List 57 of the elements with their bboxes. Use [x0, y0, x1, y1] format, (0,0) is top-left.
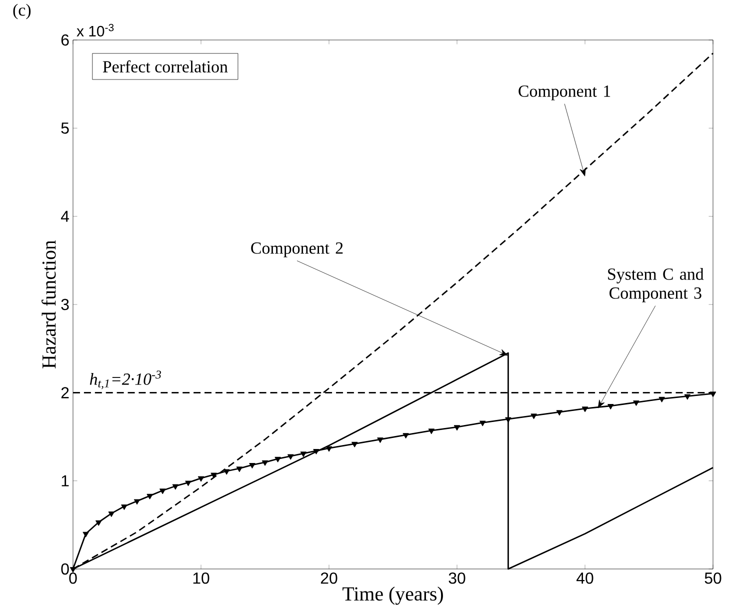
- point: [530, 414, 537, 420]
- point: [210, 472, 217, 478]
- point: [82, 532, 89, 538]
- y-axis-title: Hazard function: [42, 240, 56, 368]
- ref-line-label: h$_{t,1}$=2·10$^{-3}$: [90, 370, 162, 390]
- y-tick-label: 1: [62, 475, 69, 486]
- point: [249, 463, 256, 468]
- point: [172, 484, 178, 490]
- point: [402, 433, 409, 438]
- annotation: Perfect correlation: [102, 60, 228, 73]
- annotation: System C and Component 3: [608, 268, 704, 302]
- point: [658, 396, 665, 402]
- point: [352, 442, 358, 448]
- annotation: Component 2: [251, 242, 343, 258]
- point: [480, 420, 486, 426]
- x-tick-label: 40: [576, 572, 594, 584]
- point: [198, 476, 204, 482]
- x-tick-label: 0: [69, 572, 77, 584]
- point: [96, 520, 102, 526]
- point: [236, 466, 242, 472]
- point: [134, 499, 140, 505]
- point: [710, 392, 716, 398]
- point: [185, 480, 192, 486]
- point: [454, 425, 460, 431]
- point: [505, 417, 512, 423]
- y-tick-label: 0: [61, 563, 69, 575]
- point: [146, 494, 153, 500]
- point: [684, 394, 690, 400]
- y-tick-label: 2: [61, 387, 69, 398]
- point: [326, 446, 332, 452]
- point: [608, 404, 614, 410]
- text: x 10$^{-3}$: [76, 24, 114, 36]
- point: [556, 410, 562, 416]
- y-tick-label: 6: [61, 34, 69, 46]
- x-tick-label: 50: [704, 572, 722, 584]
- point: [377, 437, 384, 443]
- annotation: Component 1: [518, 85, 610, 100]
- x-tick-label: 10: [193, 572, 210, 584]
- point: [262, 460, 268, 466]
- point: [121, 504, 128, 510]
- point: [582, 406, 588, 412]
- y-tick-label: 3: [61, 298, 69, 310]
- point: [313, 448, 320, 454]
- point: [108, 512, 114, 517]
- point: [160, 488, 166, 494]
- x-axis-title: Time (years): [342, 586, 443, 605]
- point: [633, 400, 640, 406]
- text: (c): [13, 4, 31, 20]
- point: [300, 452, 306, 457]
- point: [274, 456, 281, 462]
- x-tick-label: 30: [448, 572, 466, 584]
- x-tick-label: 20: [320, 572, 338, 584]
- point: [224, 469, 230, 475]
- point: [288, 454, 294, 460]
- point: [428, 428, 434, 434]
- y-tick-label: 5: [61, 122, 69, 134]
- y-tick-label: 4: [60, 210, 70, 222]
